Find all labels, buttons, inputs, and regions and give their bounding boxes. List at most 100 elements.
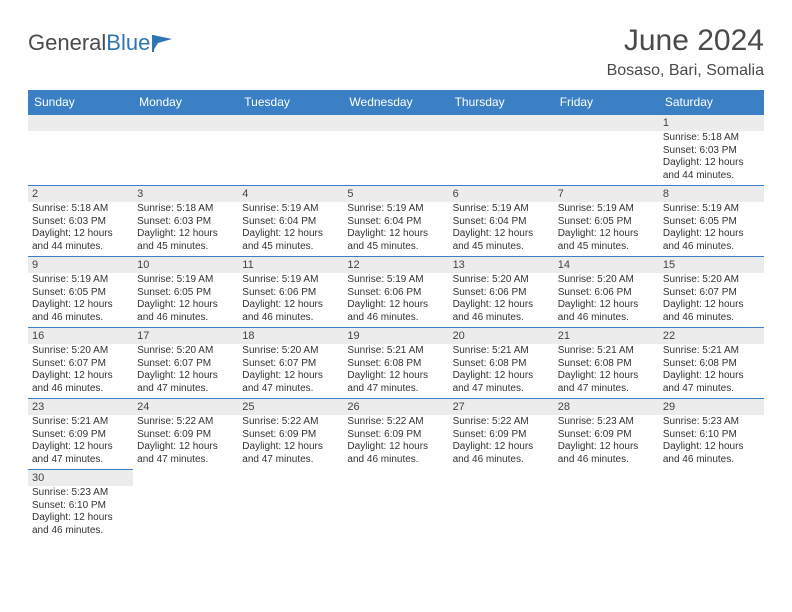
day-number-cell [343, 470, 448, 487]
day-info-line: and 46 minutes. [137, 312, 234, 325]
day-body-cell [554, 131, 659, 186]
day-number-cell: 10 [133, 257, 238, 274]
day-info-line: Sunset: 6:05 PM [558, 216, 655, 229]
day-info-line: and 46 minutes. [663, 454, 760, 467]
day-info-line: Sunrise: 5:19 AM [242, 203, 339, 216]
weekday-header: Wednesday [343, 90, 448, 115]
day-number-cell [659, 470, 764, 487]
day-info-line: Sunset: 6:06 PM [242, 287, 339, 300]
day-info-line: Sunrise: 5:19 AM [347, 274, 444, 287]
day-info-line: and 47 minutes. [32, 454, 129, 467]
day-number-cell: 24 [133, 399, 238, 416]
day-body-cell: Sunrise: 5:22 AMSunset: 6:09 PMDaylight:… [343, 415, 448, 470]
day-info-line: Daylight: 12 hours [453, 299, 550, 312]
weekday-header: Saturday [659, 90, 764, 115]
day-body-cell: Sunrise: 5:21 AMSunset: 6:08 PMDaylight:… [343, 344, 448, 399]
day-info-line: Sunrise: 5:20 AM [242, 345, 339, 358]
day-info-line: Sunset: 6:04 PM [347, 216, 444, 229]
day-info-line: and 46 minutes. [32, 525, 129, 538]
day-info-line: and 45 minutes. [558, 241, 655, 254]
day-info-line: Sunset: 6:03 PM [32, 216, 129, 229]
day-info-line: Sunrise: 5:21 AM [32, 416, 129, 429]
day-number-cell: 16 [28, 328, 133, 345]
week-row: Sunrise: 5:21 AMSunset: 6:09 PMDaylight:… [28, 415, 764, 470]
day-info-line: and 45 minutes. [137, 241, 234, 254]
day-info-line: Daylight: 12 hours [663, 157, 760, 170]
day-body-cell: Sunrise: 5:22 AMSunset: 6:09 PMDaylight:… [238, 415, 343, 470]
day-number-cell [28, 115, 133, 132]
week-row: Sunrise: 5:18 AMSunset: 6:03 PMDaylight:… [28, 202, 764, 257]
day-body-cell: Sunrise: 5:20 AMSunset: 6:07 PMDaylight:… [238, 344, 343, 399]
day-body-cell: Sunrise: 5:19 AMSunset: 6:05 PMDaylight:… [133, 273, 238, 328]
daynum-row: 1 [28, 115, 764, 132]
week-row: Sunrise: 5:19 AM Sunset: 6:05 PM Daylight:… [28, 273, 764, 328]
day-info-line: and 47 minutes. [663, 383, 760, 396]
day-info-line: Daylight: 12 hours [347, 228, 444, 241]
day-info-line: Sunset: 6:07 PM [32, 358, 129, 371]
day-number-cell [238, 115, 343, 132]
day-number-cell: 21 [554, 328, 659, 345]
day-info-line: Sunset: 6:08 PM [663, 358, 760, 371]
day-info-line: Sunrise: 5:18 AM [137, 203, 234, 216]
day-info-line: and 47 minutes. [137, 454, 234, 467]
day-info-line: Daylight: 12 hours [347, 441, 444, 454]
day-info-line: Sunset: 6:10 PM [663, 429, 760, 442]
day-info-line: Sunset: 6:05 PM [137, 287, 234, 300]
day-number-cell [133, 470, 238, 487]
day-info-line: and 44 minutes. [32, 241, 129, 254]
day-info-line: Sunset: 6:04 PM [453, 216, 550, 229]
day-number-cell: 5 [343, 186, 448, 203]
day-info-line: Sunrise: 5:22 AM [242, 416, 339, 429]
day-body-cell [238, 131, 343, 186]
day-number-cell: 18 [238, 328, 343, 345]
day-number-cell: 12 [343, 257, 448, 274]
day-body-cell [449, 486, 554, 540]
day-body-cell: Sunrise: 5:20 AMSunset: 6:06 PMDaylight:… [554, 273, 659, 328]
day-info-line: Sunrise: 5:23 AM [32, 487, 129, 500]
day-info-line: Sunrise: 5:18 AM [32, 203, 129, 216]
day-info-line: and 46 minutes. [347, 454, 444, 467]
day-body-cell: Sunrise: 5:18 AMSunset: 6:03 PMDaylight:… [28, 202, 133, 257]
day-number-cell: 4 [238, 186, 343, 203]
weekday-header: Friday [554, 90, 659, 115]
daynum-row: 2345678 [28, 186, 764, 203]
day-info-line: Sunset: 6:06 PM [558, 287, 655, 300]
header: GeneralBlue June 2024 Bosaso, Bari, Soma… [28, 24, 764, 80]
day-info-line: and 46 minutes. [453, 312, 550, 325]
day-number-cell: 20 [449, 328, 554, 345]
day-body-cell [449, 131, 554, 186]
day-info-line: Sunset: 6:07 PM [242, 358, 339, 371]
day-body-cell: Sunrise: 5:18 AMSunset: 6:03 PMDaylight:… [659, 131, 764, 186]
day-number-cell: 17 [133, 328, 238, 345]
day-info-line: and 45 minutes. [242, 241, 339, 254]
day-number-cell [343, 115, 448, 132]
day-number-cell: 14 [554, 257, 659, 274]
day-body-cell [659, 486, 764, 540]
day-info-line: Sunrise: 5:22 AM [453, 416, 550, 429]
day-info-line: Sunrise: 5:20 AM [453, 274, 550, 287]
day-body-cell: Sunrise: 5:23 AMSunset: 6:09 PMDaylight:… [554, 415, 659, 470]
day-info-line: Daylight: 12 hours [347, 299, 444, 312]
day-info-line: Daylight: 12 hours [558, 228, 655, 241]
day-number-cell: 3 [133, 186, 238, 203]
day-number-cell: 1 [659, 115, 764, 132]
daynum-row: 16171819202122 [28, 328, 764, 345]
weekday-header: Tuesday [238, 90, 343, 115]
day-info-line: and 46 minutes. [242, 312, 339, 325]
day-info-line: Sunset: 6:05 PM [32, 287, 129, 300]
day-info-line: Sunrise: 5:19 AM [663, 203, 760, 216]
day-body-cell [343, 131, 448, 186]
day-number-cell: 11 [238, 257, 343, 274]
day-body-cell: Sunrise: 5:21 AMSunset: 6:09 PMDaylight:… [28, 415, 133, 470]
day-info-line: Sunrise: 5:20 AM [663, 274, 760, 287]
day-body-cell: Sunrise: 5:19 AMSunset: 6:05 PMDaylight:… [659, 202, 764, 257]
brand-part2: Blue [106, 30, 150, 56]
day-number-cell: 22 [659, 328, 764, 345]
daynum-row: 30 [28, 470, 764, 487]
day-info-line: and 46 minutes. [663, 312, 760, 325]
brand-logo: GeneralBlue [28, 30, 178, 56]
day-info-line: Sunset: 6:07 PM [663, 287, 760, 300]
day-info-line: Sunrise: 5:20 AM [32, 345, 129, 358]
day-number-cell: 26 [343, 399, 448, 416]
day-body-cell: Sunrise: 5:19 AMSunset: 6:05 PMDaylight:… [554, 202, 659, 257]
